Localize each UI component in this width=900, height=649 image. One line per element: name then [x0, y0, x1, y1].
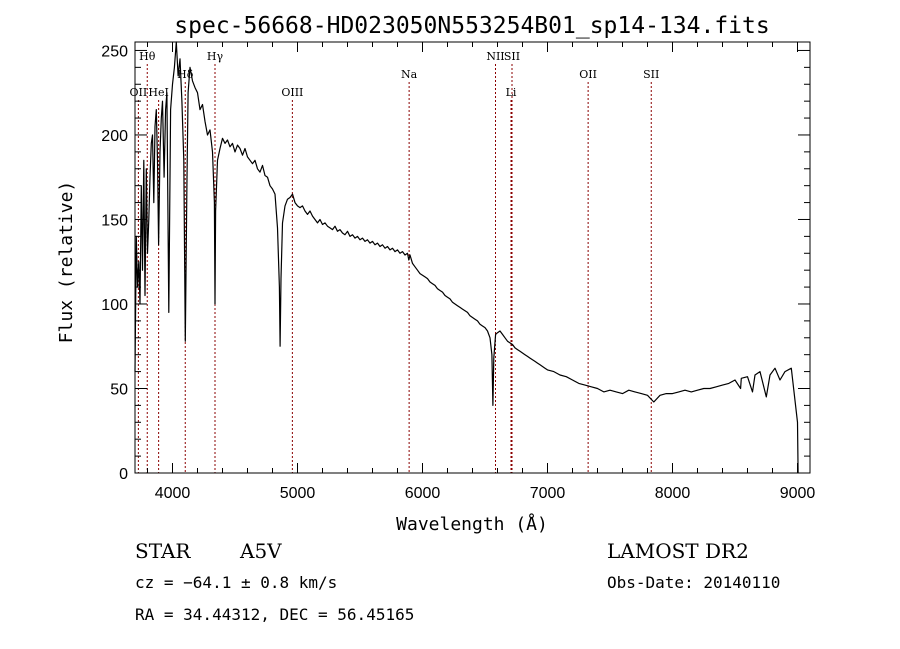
line-marker-label: Hγ [207, 50, 224, 63]
object-type: STAR [135, 539, 191, 563]
survey-name: LAMOST DR2 [607, 539, 749, 563]
line-marker-label: NII [486, 50, 504, 63]
line-marker-label: HeI [148, 86, 168, 99]
line-marker-label: SII [643, 68, 659, 81]
y-tick-label: 250 [101, 43, 128, 60]
x-axis-label: Wavelength (Å) [396, 513, 548, 535]
x-tick-label: 5000 [280, 485, 316, 502]
line-marker-label: Li [506, 86, 517, 99]
coordinates: RA = 34.44312, DEC = 56.45165 [135, 605, 414, 624]
y-axis-label: Flux (relative) [56, 181, 77, 344]
x-tick-label: 4000 [155, 485, 191, 502]
y-tick-label: 0 [119, 466, 128, 483]
y-tick-label: 100 [101, 297, 128, 314]
line-marker-label: OII [130, 86, 148, 99]
axis-ticks: 4000 5000 6000 7000 8000 9000 0 50 100 150 200 250 [101, 42, 815, 502]
line-marker-label: Na [401, 68, 418, 81]
line-marker-label: SII [504, 50, 520, 63]
y-tick-label: 150 [101, 212, 128, 229]
obs-date: Obs-Date: 20140110 [607, 573, 780, 592]
y-tick-label: 50 [110, 381, 128, 398]
redshift-cz: cz = −64.1 ± 0.8 km/s [135, 573, 337, 592]
chart-title: spec-56668-HD023050N553254B01_sp14-134.f… [174, 13, 769, 39]
x-tick-label: 7000 [530, 485, 566, 502]
x-tick-label: 8000 [655, 485, 691, 502]
line-marker-label: Hθ [139, 50, 156, 63]
spectrum-line [134, 41, 799, 474]
line-marker-label: OIII [281, 86, 303, 99]
line-marker-label: OII [579, 68, 597, 81]
spectral-class: A5V [239, 539, 282, 563]
x-tick-label: 9000 [780, 485, 816, 502]
plot-frame [134, 41, 811, 474]
y-tick-label: 200 [101, 128, 128, 145]
x-tick-label: 6000 [405, 485, 441, 502]
